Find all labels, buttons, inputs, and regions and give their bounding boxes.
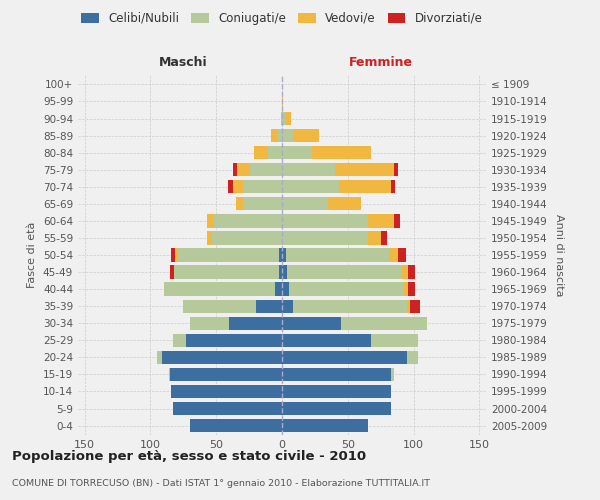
Bar — [282, 368, 391, 381]
Bar — [175, 248, 178, 262]
Bar — [207, 214, 214, 228]
Bar — [404, 282, 409, 296]
Bar — [282, 95, 283, 108]
Bar — [282, 402, 391, 415]
Bar — [190, 419, 282, 432]
Bar — [282, 112, 284, 125]
Bar — [409, 282, 415, 296]
Bar — [242, 197, 282, 210]
Bar — [268, 146, 282, 160]
Bar — [190, 316, 229, 330]
Bar — [368, 232, 381, 244]
Bar — [256, 300, 282, 313]
Bar — [162, 350, 282, 364]
Bar — [254, 146, 268, 160]
Bar — [286, 248, 389, 262]
Bar — [391, 368, 394, 381]
Text: COMUNE DI TORRECUSO (BN) - Dati ISTAT 1° gennaio 2010 - Elaborazione TUTTITALIA.: COMUNE DI TORRECUSO (BN) - Dati ISTAT 1°… — [12, 479, 430, 488]
Bar — [282, 385, 391, 398]
Bar — [284, 112, 291, 125]
Bar — [214, 214, 282, 228]
Bar — [289, 282, 404, 296]
Bar — [409, 266, 415, 278]
Bar — [402, 266, 409, 278]
Bar — [282, 300, 293, 313]
Bar — [157, 350, 162, 364]
Bar — [242, 180, 282, 194]
Bar — [173, 402, 282, 415]
Y-axis label: Fasce di età: Fasce di età — [28, 222, 37, 288]
Bar — [282, 350, 407, 364]
Bar — [371, 334, 418, 347]
Bar — [282, 163, 335, 176]
Bar — [275, 282, 282, 296]
Bar — [381, 232, 387, 244]
Bar — [282, 180, 338, 194]
Bar — [341, 316, 427, 330]
Bar — [271, 129, 277, 142]
Bar — [172, 385, 282, 398]
Bar — [173, 334, 186, 347]
Bar — [186, 334, 282, 347]
Bar — [338, 180, 391, 194]
Bar — [282, 129, 293, 142]
Bar — [280, 248, 282, 262]
Bar — [282, 316, 341, 330]
Bar — [282, 214, 368, 228]
Bar — [178, 248, 280, 262]
Bar — [282, 248, 286, 262]
Y-axis label: Anni di nascita: Anni di nascita — [554, 214, 564, 296]
Bar — [407, 300, 410, 313]
Bar — [277, 129, 282, 142]
Bar — [407, 350, 418, 364]
Bar — [398, 248, 406, 262]
Bar — [212, 232, 282, 244]
Bar — [233, 163, 237, 176]
Bar — [282, 419, 368, 432]
Bar — [229, 316, 282, 330]
Bar — [282, 232, 368, 244]
Bar — [237, 163, 250, 176]
Bar — [394, 163, 398, 176]
Bar — [394, 214, 400, 228]
Bar — [293, 300, 407, 313]
Bar — [174, 266, 280, 278]
Bar — [228, 180, 233, 194]
Bar — [280, 266, 282, 278]
Bar — [169, 368, 170, 381]
Bar — [389, 248, 398, 262]
Bar — [328, 197, 361, 210]
Bar — [172, 248, 175, 262]
Bar — [282, 282, 289, 296]
Bar — [207, 232, 212, 244]
Bar — [183, 300, 256, 313]
Bar — [282, 146, 312, 160]
Bar — [282, 266, 287, 278]
Bar — [233, 180, 242, 194]
Text: Popolazione per età, sesso e stato civile - 2010: Popolazione per età, sesso e stato civil… — [12, 450, 366, 463]
Bar — [391, 180, 395, 194]
Bar — [164, 282, 275, 296]
Text: Femmine: Femmine — [349, 56, 413, 69]
Bar — [236, 197, 242, 210]
Bar — [170, 266, 174, 278]
Bar — [282, 197, 328, 210]
Bar — [287, 266, 402, 278]
Bar — [312, 146, 371, 160]
Text: Maschi: Maschi — [159, 56, 208, 69]
Bar — [282, 334, 371, 347]
Bar — [293, 129, 319, 142]
Bar — [410, 300, 420, 313]
Legend: Celibi/Nubili, Coniugati/e, Vedovi/e, Divorziati/e: Celibi/Nubili, Coniugati/e, Vedovi/e, Di… — [78, 8, 486, 28]
Bar — [335, 163, 394, 176]
Bar — [250, 163, 282, 176]
Bar — [368, 214, 394, 228]
Bar — [281, 112, 282, 125]
Bar — [170, 368, 282, 381]
